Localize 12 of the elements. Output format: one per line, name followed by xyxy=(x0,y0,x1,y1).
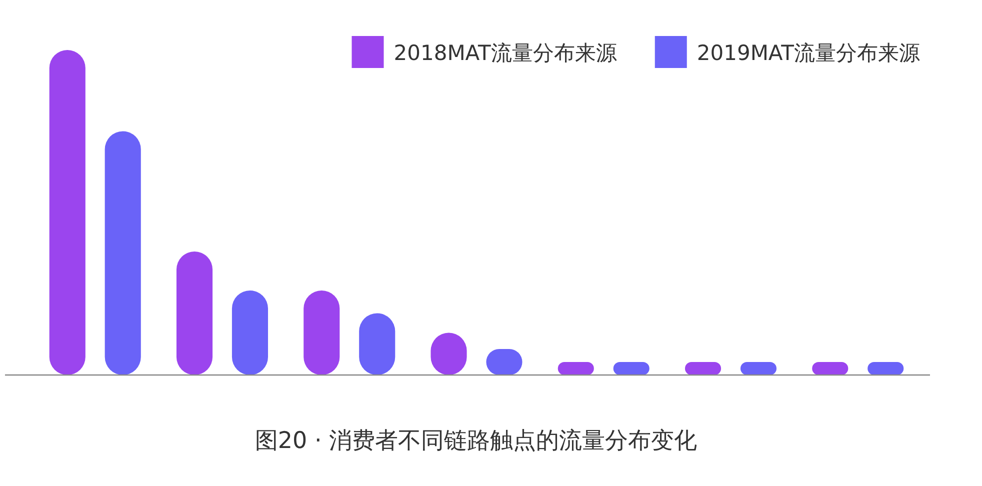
bar xyxy=(104,131,141,375)
bar xyxy=(49,50,86,375)
text: 图20 · 消费者不同链路触点的流量分布变化 xyxy=(254,428,698,454)
bar xyxy=(304,290,340,375)
legend-label: 2019MAT流量分布来源 xyxy=(696,41,920,65)
bar xyxy=(613,362,650,375)
bar xyxy=(232,290,268,375)
legend-label: 2018MAT流量分布来源 xyxy=(394,41,617,65)
bar xyxy=(176,252,213,375)
bar xyxy=(812,362,848,375)
bar xyxy=(740,362,777,375)
bar xyxy=(684,362,722,375)
